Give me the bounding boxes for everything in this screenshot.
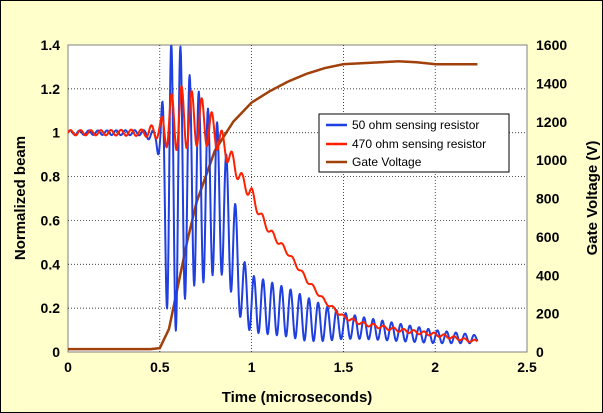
x-tick-label: 1.5 [334,359,354,375]
y2-tick-label: 1200 [536,114,567,130]
x-tick-label: 2 [431,359,439,375]
x-tick-label: 0 [64,359,72,375]
legend-label-gate-voltage: Gate Voltage [352,155,422,169]
y2-tick-label: 0 [536,344,544,360]
series-50ohm-line [68,45,479,345]
y-tick-label: 0.6 [41,212,61,228]
x-tick-label: 2.5 [517,359,537,375]
y-axis-title: Normalized beam [12,136,29,260]
y2-tick-label: 400 [536,267,560,283]
legend: 50 ohm sensing resistor 470 ohm sensing … [318,113,510,173]
y2-tick-label: 1600 [536,37,567,53]
y2-tick-label: 1000 [536,152,567,168]
legend-box [318,113,510,173]
x-axis-title: Time (microseconds) [222,389,373,406]
y-tick-label: 0 [52,344,60,360]
tick-labels: 00.20.40.60.811.21.402004006008001000120… [41,37,568,375]
y-tick-label: 1 [52,125,60,141]
series-470ohm-line [68,85,479,343]
y2-tick-label: 1400 [536,75,567,91]
plot-area [67,44,528,353]
series-gate-voltage-line [68,60,479,351]
y2-tick-label: 200 [536,306,560,322]
y2-axis-title: Gate Voltage (V) [584,141,601,256]
y-tick-label: 0.4 [41,256,61,272]
y-tick-label: 0.2 [41,300,61,316]
y-tick-label: 1.4 [41,37,61,53]
series-layer [68,45,479,351]
y-tick-label: 0.8 [41,169,61,185]
legend-label-50ohm: 50 ohm sensing resistor [352,118,479,132]
y2-tick-label: 600 [536,229,560,245]
x-tick-label: 1 [248,359,256,375]
x-tick-label: 0.5 [150,359,170,375]
y-tick-label: 1.2 [41,81,61,97]
y2-tick-label: 800 [536,191,560,207]
legend-label-470ohm: 470 ohm sensing resistor [352,137,486,151]
